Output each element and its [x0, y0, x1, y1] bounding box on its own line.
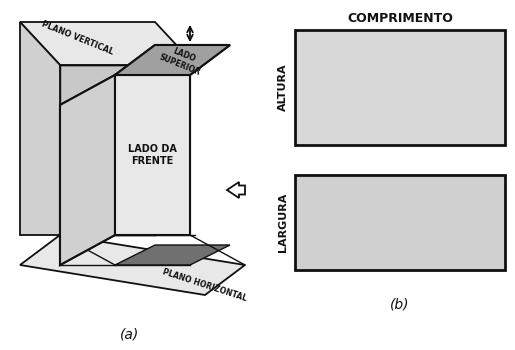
Text: (b): (b)	[390, 298, 410, 312]
Polygon shape	[115, 45, 230, 75]
Polygon shape	[20, 22, 195, 65]
Polygon shape	[60, 65, 155, 235]
Polygon shape	[115, 75, 190, 235]
Polygon shape	[20, 235, 245, 295]
Polygon shape	[115, 45, 230, 75]
Text: LADO
SUPERIOR: LADO SUPERIOR	[158, 43, 206, 77]
Text: ALTURA: ALTURA	[278, 63, 288, 111]
Polygon shape	[295, 175, 505, 270]
Polygon shape	[60, 75, 115, 265]
Text: LADO DA
FRENTE: LADO DA FRENTE	[128, 144, 177, 166]
Text: PLANO VERTICAL: PLANO VERTICAL	[41, 20, 115, 57]
Polygon shape	[115, 245, 230, 265]
Polygon shape	[295, 30, 505, 145]
Text: LARGURA: LARGURA	[278, 192, 288, 252]
Polygon shape	[20, 22, 60, 235]
Text: COMPRIMENTO: COMPRIMENTO	[347, 12, 453, 24]
Polygon shape	[115, 75, 190, 235]
Text: PLANO HORIZONTAL: PLANO HORIZONTAL	[162, 267, 248, 303]
FancyArrow shape	[227, 182, 245, 198]
Polygon shape	[60, 75, 115, 265]
Text: (a): (a)	[121, 328, 140, 342]
